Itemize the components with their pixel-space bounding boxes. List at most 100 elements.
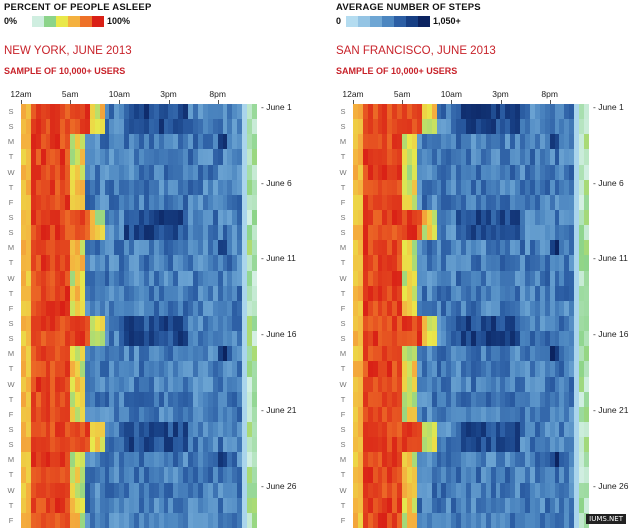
heatmap-cell — [579, 300, 585, 316]
heatmap-cell — [188, 376, 194, 392]
heatmap-cell — [143, 512, 149, 528]
heatmap-cell — [30, 240, 36, 256]
heatmap-cell — [515, 194, 521, 210]
heatmap-cell — [579, 240, 585, 256]
heatmap-cell — [441, 164, 447, 180]
heatmap-cell — [45, 422, 51, 438]
heatmap-cell — [485, 164, 491, 180]
heatmap-cell — [466, 482, 471, 498]
heatmap-cell — [505, 316, 511, 332]
heatmap-cell — [446, 512, 452, 528]
heatmap-cell — [495, 422, 501, 438]
heatmap-cell — [79, 406, 85, 422]
heatmap-cell — [461, 225, 467, 241]
heatmap-cell — [392, 300, 398, 316]
heatmap-cell — [183, 391, 189, 407]
sleep-swatch-5 — [80, 16, 92, 27]
heatmap-cell — [559, 316, 565, 332]
heatmap-cell — [470, 391, 476, 407]
heatmap-cell — [407, 240, 412, 256]
heatmap-cell — [584, 361, 589, 377]
heatmap-cell — [79, 467, 85, 483]
heatmap-cell — [55, 422, 61, 438]
heatmap-cell — [40, 452, 46, 468]
heatmap-cell — [35, 452, 41, 468]
heatmap-cell — [451, 467, 457, 483]
heatmap-cell — [104, 270, 110, 286]
heatmap-cell — [163, 194, 169, 210]
heatmap-cell — [252, 149, 257, 165]
heatmap-cell — [124, 285, 130, 301]
heatmap-cell — [475, 331, 481, 347]
heatmap-cell — [397, 361, 403, 377]
heatmap-cell — [84, 104, 90, 120]
heatmap-cell — [451, 300, 457, 316]
heatmap-cell — [357, 331, 363, 347]
heatmap-cell — [495, 482, 501, 498]
heatmap-cell — [353, 361, 358, 377]
heatmap-cell — [21, 119, 26, 135]
heatmap-cell — [436, 497, 442, 513]
heatmap-cell — [466, 270, 471, 286]
heatmap-cell — [520, 210, 526, 226]
heatmap-cell — [367, 194, 373, 210]
heatmap-cell — [168, 376, 174, 392]
heatmap-cell — [564, 179, 570, 195]
heatmap-cell — [158, 391, 164, 407]
heatmap-cell — [505, 452, 511, 468]
heatmap-cell — [559, 255, 565, 271]
heatmap-cell — [407, 149, 412, 165]
heatmap-cell — [30, 437, 36, 453]
heatmap-cell — [70, 497, 76, 513]
heatmap-cell — [505, 497, 511, 513]
heatmap-cell — [372, 179, 378, 195]
heatmap-cell — [544, 149, 550, 165]
heatmap-cell — [431, 316, 437, 332]
heatmap-cell — [21, 164, 26, 180]
watermark: IUMS.NET — [586, 514, 626, 524]
heatmap-cell — [138, 331, 144, 347]
heatmap-cell — [21, 300, 26, 316]
heatmap-cell — [70, 225, 76, 241]
heatmap-cell — [148, 391, 154, 407]
heatmap-cell — [500, 391, 506, 407]
heatmap-cell — [579, 210, 585, 226]
heatmap-cell — [362, 331, 368, 347]
heatmap-cell — [158, 497, 164, 513]
heatmap-cell — [544, 482, 550, 498]
heatmap-cell — [143, 270, 149, 286]
heatmap-cell — [372, 225, 378, 241]
heatmap-cell — [367, 255, 373, 271]
heatmap-cell — [242, 331, 248, 347]
heatmap-cell — [520, 376, 526, 392]
heatmap-cell — [89, 346, 95, 362]
heatmap-cell — [426, 225, 432, 241]
heatmap-cell — [173, 512, 179, 528]
heatmap-cell — [217, 285, 223, 301]
heatmap-cell — [495, 406, 501, 422]
day-of-week-label: T — [8, 500, 14, 510]
heatmap-cell — [65, 240, 71, 256]
heatmap-cell — [217, 119, 223, 135]
heatmap-cell — [158, 437, 164, 453]
heatmap-cell — [490, 270, 496, 286]
heatmap-cell — [40, 194, 46, 210]
heatmap-cell — [158, 361, 164, 377]
heatmap-cell — [525, 210, 530, 226]
heatmap-cell — [70, 361, 76, 377]
heatmap-cell — [534, 482, 540, 498]
heatmap-cell — [30, 346, 36, 362]
heatmap-cell — [407, 482, 412, 498]
heatmap-cell — [109, 316, 115, 332]
heatmap-cell — [94, 452, 100, 468]
heatmap-cell — [451, 406, 457, 422]
heatmap-cell — [227, 179, 233, 195]
heatmap-cell — [178, 210, 184, 226]
heatmap-cell — [411, 406, 417, 422]
heatmap-cell — [212, 391, 218, 407]
heatmap-cell — [554, 512, 560, 528]
heatmap-cell — [357, 497, 363, 513]
heatmap-cell — [353, 285, 358, 301]
heatmap-cell — [109, 452, 115, 468]
heatmap-cell — [480, 452, 486, 468]
